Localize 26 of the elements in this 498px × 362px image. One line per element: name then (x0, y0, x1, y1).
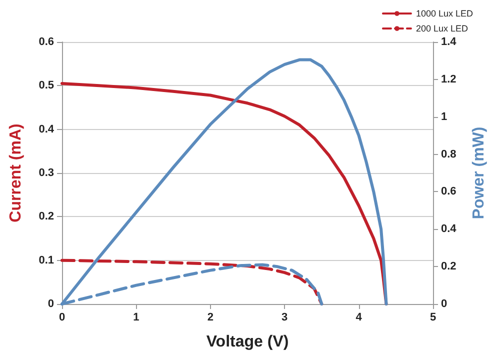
y-tick-label: 0.2 (38, 210, 54, 223)
x-axis-title: Voltage (V) (206, 334, 289, 350)
legend-label: 200 Lux LED (416, 24, 468, 34)
x-tick-label: 0 (58, 312, 66, 324)
y2-axis-title: Power (mW) (470, 126, 488, 220)
x-tick-label: 5 (430, 312, 436, 324)
y-tick-label: 0.5 (38, 80, 54, 92)
y-tick-label: 0.4 (38, 123, 55, 136)
y-tick-label: 0.6 (38, 36, 54, 48)
y2-tick-label: 0.2 (441, 260, 456, 273)
y2-tick-label: 1.2 (441, 73, 456, 86)
y2-tick-label: 0 (441, 298, 448, 310)
legend-label: 1000 Lux LED (416, 8, 474, 18)
y2-tick-label: 1.4 (441, 36, 458, 48)
y2-tick-label: 0.6 (441, 186, 456, 198)
x-tick-label: 1 (133, 312, 140, 324)
y-tick-label: 0 (48, 298, 54, 310)
y2-tick-label: 0.4 (441, 223, 458, 236)
y2-tick-label: 1 (441, 110, 448, 123)
y-tick-label: 0.1 (38, 254, 54, 266)
y2-tick-label: 0.8 (441, 148, 456, 160)
x-tick-label: 2 (207, 312, 214, 324)
x-tick-label: 3 (282, 312, 288, 324)
y-axis-title: Current (mA) (8, 124, 24, 222)
x-tick-label: 4 (356, 312, 363, 324)
y-tick-label: 0.3 (38, 167, 54, 179)
